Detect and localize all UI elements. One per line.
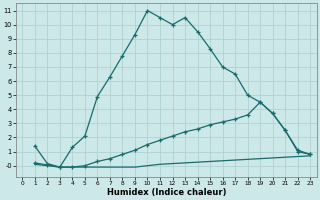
X-axis label: Humidex (Indice chaleur): Humidex (Indice chaleur)	[107, 188, 226, 197]
